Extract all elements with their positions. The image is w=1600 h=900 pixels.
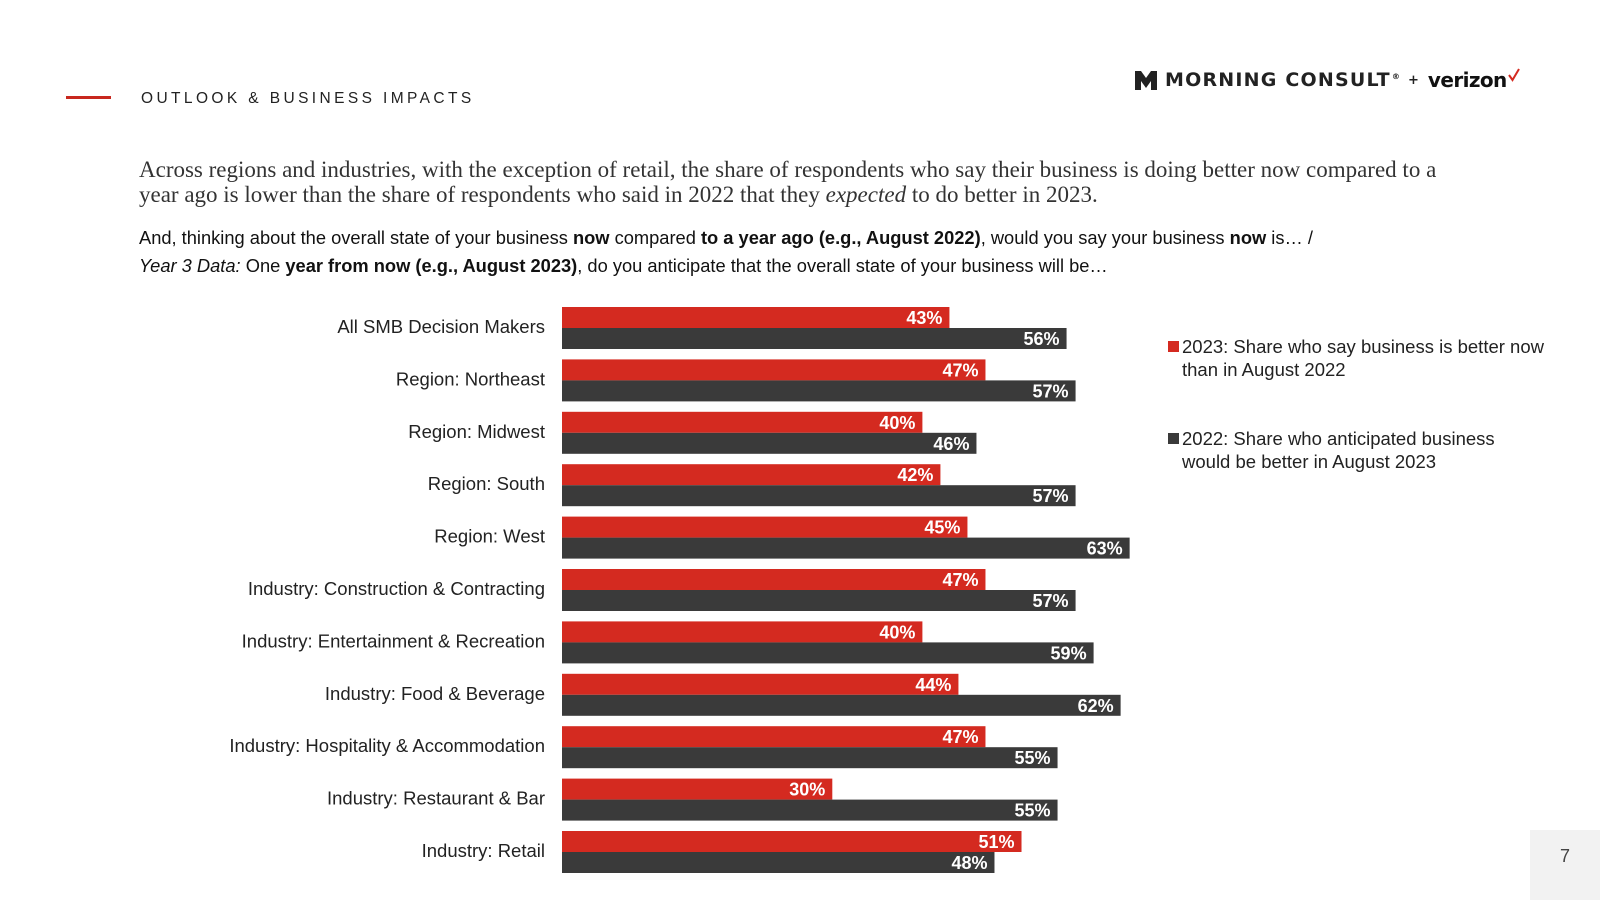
data-label: 51% (978, 832, 1014, 852)
category-label: Industry: Food & Beverage (325, 683, 545, 704)
legend-label-2022: 2022: Share who anticipated business wou… (1182, 428, 1495, 472)
bar-group: Region: Northeast 47% 57% (396, 359, 1076, 402)
bar-2022 (562, 485, 1076, 507)
bar-group: Industry: Food & Beverage 44% 62% (325, 673, 1121, 716)
bar-group: Region: West 45% 63% (434, 516, 1130, 559)
bar-2023 (562, 411, 923, 433)
bar-2022 (562, 590, 1076, 611)
data-label: 47% (942, 570, 978, 590)
category-label: Region: Northeast (396, 368, 545, 389)
section-title: OUTLOOK & BUSINESS IMPACTS (141, 90, 475, 107)
legend-item-2022: 2022: Share who anticipated business wou… (1168, 427, 1548, 473)
category-label: Industry: Construction & Contracting (248, 578, 545, 599)
bar-2022 (562, 694, 1121, 716)
category-label: Region: South (428, 473, 545, 494)
bar-group: Industry: Retail 51%48% (422, 831, 1022, 873)
logo-brand-text: MORNING CONSULT® (1165, 69, 1402, 91)
logo-plus: + (1408, 72, 1419, 88)
data-label: 48% (951, 853, 987, 873)
logo-partner-text: verizon (1427, 68, 1507, 92)
bar-group: Industry: Construction & Contracting 47% 5… (248, 569, 1076, 611)
survey-question: And, thinking about the overall state of… (139, 227, 1313, 276)
legend-label-2023: 2023: Share who say business is better n… (1182, 336, 1544, 380)
category-label: Region: West (434, 526, 545, 547)
brand-logo: MORNING CONSULT® + verizon (1134, 66, 1520, 94)
page-number-box: 7 (1530, 830, 1600, 900)
bar-2023 (562, 359, 986, 381)
data-label: 43% (906, 308, 942, 328)
data-label: 63% (1087, 539, 1123, 559)
data-label: 46% (933, 434, 969, 454)
data-label: 55% (1015, 748, 1051, 768)
bar-group: Industry: Entertainment & Recreation 40% 5… (242, 621, 1094, 664)
data-label: 57% (1033, 591, 1069, 611)
legend-swatch-red (1168, 341, 1179, 352)
bar-group: All SMB Decision Makers 43% 56% (337, 307, 1067, 349)
data-label: 57% (1033, 381, 1069, 401)
bar-2023 (562, 831, 1022, 852)
category-label: Industry: Hospitality & Accommodation (229, 735, 545, 756)
data-label: 55% (1015, 801, 1051, 821)
bar-2023 (562, 516, 968, 538)
bar-2023 (562, 464, 941, 486)
data-label: 40% (879, 413, 915, 433)
bar-group: Industry: Restaurant & Bar 30% 55% (327, 778, 1058, 821)
category-label: Region: Midwest (408, 421, 545, 442)
bar-2022 (562, 380, 1076, 402)
bar-group: Region: Midwest 40% 46% (408, 411, 977, 454)
data-label: 47% (942, 727, 978, 747)
bar-2022 (562, 642, 1094, 664)
data-label: 59% (1051, 643, 1087, 663)
section-accent-rule (66, 96, 111, 99)
bar-2023 (562, 569, 986, 590)
bar-2023 (562, 621, 923, 643)
bar-group: Industry: Hospitality & Accommodation 47%… (229, 726, 1058, 769)
data-label: 45% (924, 518, 960, 538)
data-label: 40% (879, 622, 915, 642)
bar-2022 (562, 799, 1058, 821)
page-number: 7 (1559, 846, 1570, 866)
bar-2023 (562, 726, 986, 748)
legend-item-2023: 2023: Share who say business is better n… (1168, 335, 1548, 381)
data-label: 30% (789, 780, 825, 800)
data-label: 42% (897, 465, 933, 485)
bar-2022 (562, 328, 1067, 349)
bar-2022 (562, 537, 1130, 559)
data-label: 62% (1078, 696, 1114, 716)
category-label: Industry: Retail (422, 840, 545, 861)
data-label: 47% (942, 360, 978, 380)
bar-2023 (562, 778, 833, 800)
bar-2022 (562, 852, 995, 873)
data-label: 44% (915, 675, 951, 695)
morning-consult-logo-icon (1135, 71, 1157, 90)
bar-chart: All SMB Decision Makers 43% 56% Region: Nor… (229, 307, 1130, 873)
category-label: All SMB Decision Makers (337, 316, 545, 337)
bar-2022 (562, 432, 977, 454)
slide-headline: Across regions and industries, with the … (139, 157, 1437, 207)
category-label: Industry: Entertainment & Recreation (242, 630, 545, 651)
category-label: Industry: Restaurant & Bar (327, 788, 545, 809)
data-label: 57% (1033, 486, 1069, 506)
bar-group: Region: South 42% 57% (428, 464, 1076, 507)
bar-2023 (562, 307, 950, 328)
bar-2022 (562, 747, 1058, 769)
bar-2023 (562, 673, 959, 695)
data-label: 56% (1024, 329, 1060, 349)
verizon-check-icon (1507, 68, 1520, 82)
legend-swatch-dark (1168, 433, 1179, 444)
